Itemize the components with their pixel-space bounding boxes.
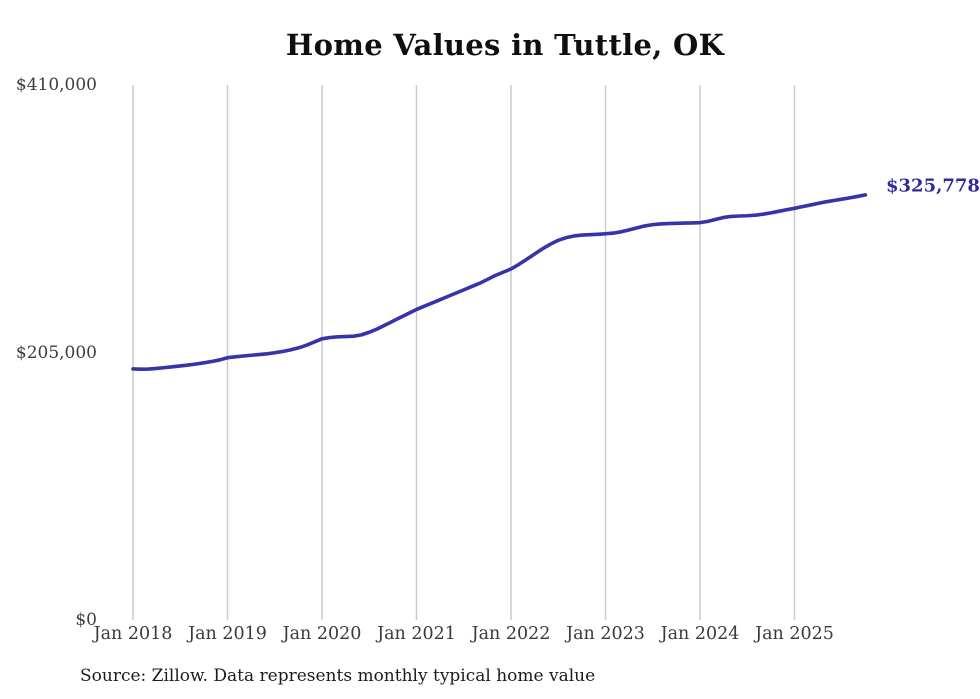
x-axis-tick-jan-2020: Jan 2020	[282, 624, 362, 644]
y-axis-tick-205000: $205,000	[15, 343, 97, 363]
x-axis-tick-jan-2019: Jan 2019	[188, 624, 267, 644]
y-axis-tick-410000: $410,000	[15, 75, 97, 95]
source-note: Source: Zillow. Data represents monthly …	[80, 666, 596, 686]
x-axis-tick-jan-2024: Jan 2024	[660, 624, 740, 644]
x-axis-tick-jan-2023: Jan 2023	[566, 624, 645, 644]
x-axis-tick-jan-2025: Jan 2025	[755, 624, 834, 644]
latest-value-label: $325,778	[886, 175, 980, 197]
x-axis-tick-jan-2021: Jan 2021	[377, 624, 456, 644]
y-axis-tick-0: $0	[75, 610, 97, 630]
chart-title: Home Values in Tuttle, OK	[285, 28, 725, 62]
x-axis-tick-jan-2022: Jan 2022	[471, 624, 551, 644]
home-value-series-line	[131, 193, 868, 372]
x-axis-tick-jan-2018: Jan 2018	[93, 624, 173, 644]
